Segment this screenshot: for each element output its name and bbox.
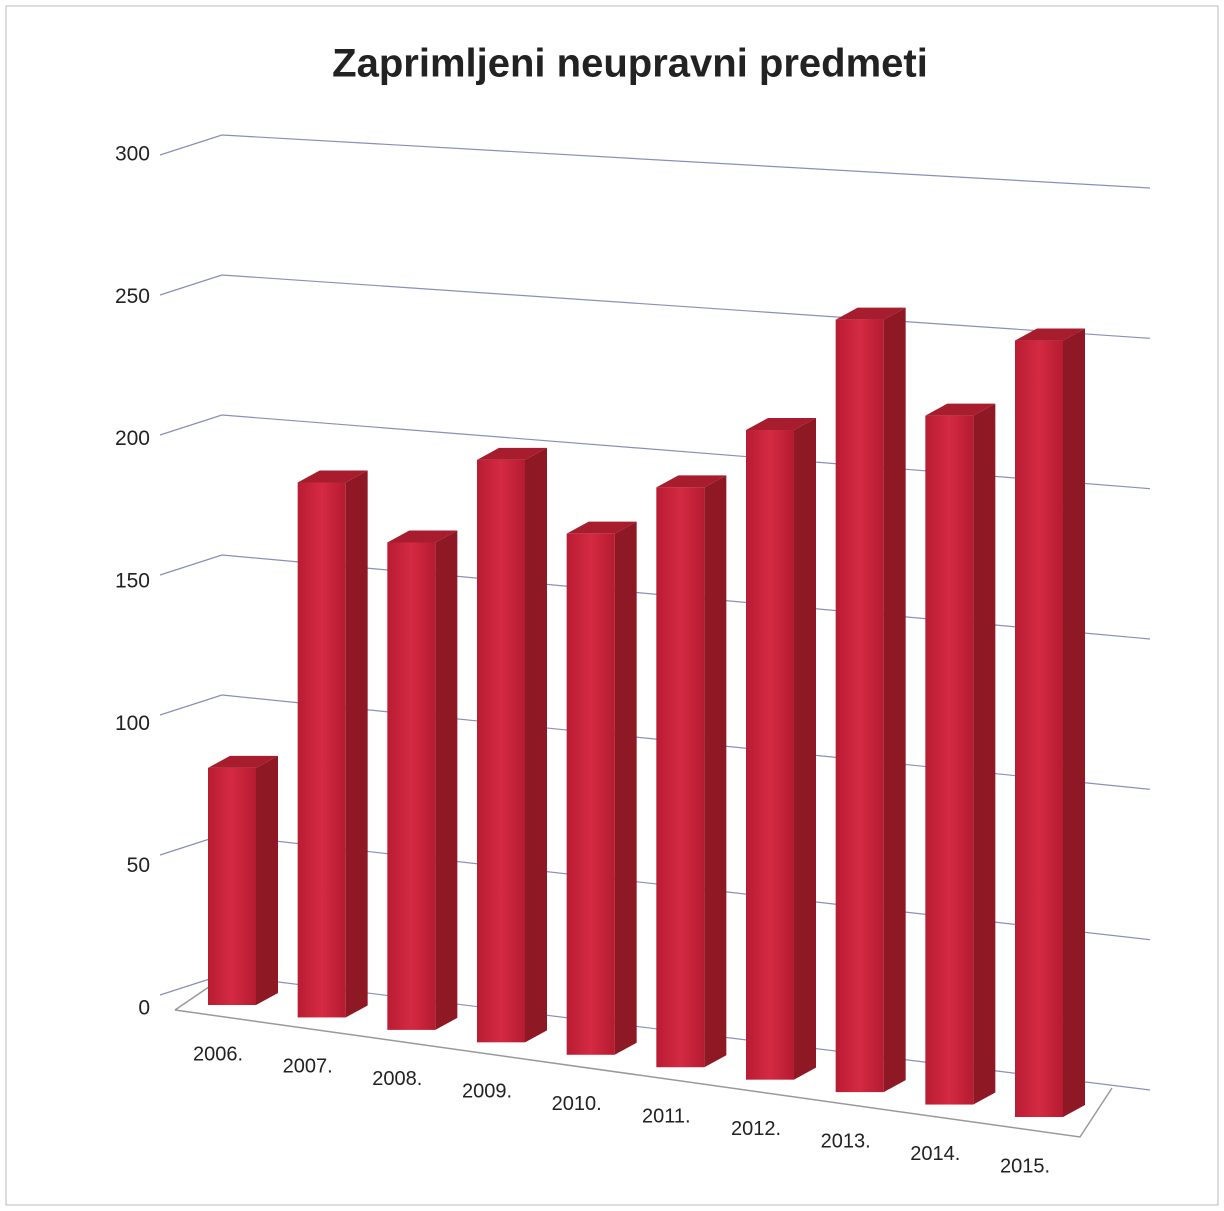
bar-top bbox=[387, 530, 458, 543]
y-tick-label: 50 bbox=[127, 854, 150, 877]
x-tick-label: 2014. bbox=[910, 1143, 960, 1165]
x-tick-label: 2007. bbox=[283, 1056, 333, 1078]
x-tick-label: 2006. bbox=[193, 1043, 243, 1065]
bar-side bbox=[435, 530, 458, 1030]
bars bbox=[208, 307, 1085, 1117]
bar-top bbox=[925, 403, 996, 416]
x-tick-label: 2013. bbox=[821, 1130, 871, 1152]
grid-line bbox=[159, 554, 223, 576]
x-tick-label: 2015. bbox=[1000, 1155, 1050, 1177]
bar bbox=[387, 530, 458, 1030]
bar-side bbox=[704, 475, 727, 1068]
x-tick-label: 2010. bbox=[552, 1093, 602, 1115]
bar-top bbox=[477, 447, 547, 460]
bar-top bbox=[208, 755, 278, 768]
bar-top bbox=[835, 307, 906, 320]
floor bbox=[174, 1009, 1113, 1138]
bar-side bbox=[614, 521, 637, 1055]
bar-front bbox=[208, 767, 256, 1005]
grid-line bbox=[221, 274, 1151, 339]
grid-line bbox=[159, 134, 223, 156]
bar-front bbox=[566, 533, 615, 1055]
bar-side bbox=[973, 403, 996, 1105]
bar bbox=[566, 521, 637, 1055]
chart-title: Zaprimljeni neupravni predmeti bbox=[332, 42, 928, 86]
bar-front bbox=[925, 415, 974, 1105]
bar-top bbox=[746, 418, 816, 431]
frame bbox=[5, 5, 1219, 1206]
bar bbox=[297, 470, 368, 1018]
bar bbox=[925, 403, 996, 1105]
bar-front bbox=[656, 487, 705, 1068]
bar bbox=[835, 307, 906, 1093]
bar-side bbox=[1063, 328, 1085, 1117]
grid-line bbox=[159, 694, 223, 716]
bar-top bbox=[1015, 328, 1085, 341]
bar-top bbox=[566, 521, 637, 534]
y-tick-label: 300 bbox=[115, 143, 150, 166]
bar-front bbox=[387, 542, 436, 1030]
bar-front bbox=[835, 319, 884, 1093]
bar-front bbox=[297, 482, 346, 1018]
bar bbox=[746, 418, 816, 1080]
bar bbox=[1015, 328, 1085, 1117]
bar-side bbox=[256, 755, 278, 1005]
y-tick-label: 0 bbox=[138, 997, 150, 1020]
bar-side bbox=[883, 307, 906, 1093]
x-tick-label: 2009. bbox=[462, 1081, 512, 1103]
y-tick-label: 250 bbox=[115, 285, 150, 308]
bar bbox=[656, 475, 727, 1068]
bar-top bbox=[656, 475, 727, 488]
x-tick-label: 2011. bbox=[642, 1106, 691, 1128]
grid-line bbox=[221, 134, 1151, 189]
bar-front bbox=[746, 430, 794, 1080]
bar-side bbox=[525, 447, 547, 1043]
bar-side bbox=[794, 418, 816, 1080]
y-tick-label: 200 bbox=[115, 427, 150, 450]
grid-line bbox=[159, 274, 223, 296]
x-tick-label: 2012. bbox=[731, 1118, 781, 1140]
bar bbox=[208, 755, 278, 1005]
y-tick-label: 100 bbox=[115, 712, 150, 735]
y-tick-label: 150 bbox=[115, 570, 150, 593]
bar-front bbox=[477, 459, 525, 1043]
bar-front bbox=[1015, 340, 1063, 1117]
x-tick-label: 2008. bbox=[372, 1068, 422, 1090]
bar-side bbox=[345, 470, 368, 1018]
bar bbox=[477, 447, 547, 1043]
grid-line bbox=[159, 414, 223, 436]
bar-top bbox=[297, 470, 368, 483]
